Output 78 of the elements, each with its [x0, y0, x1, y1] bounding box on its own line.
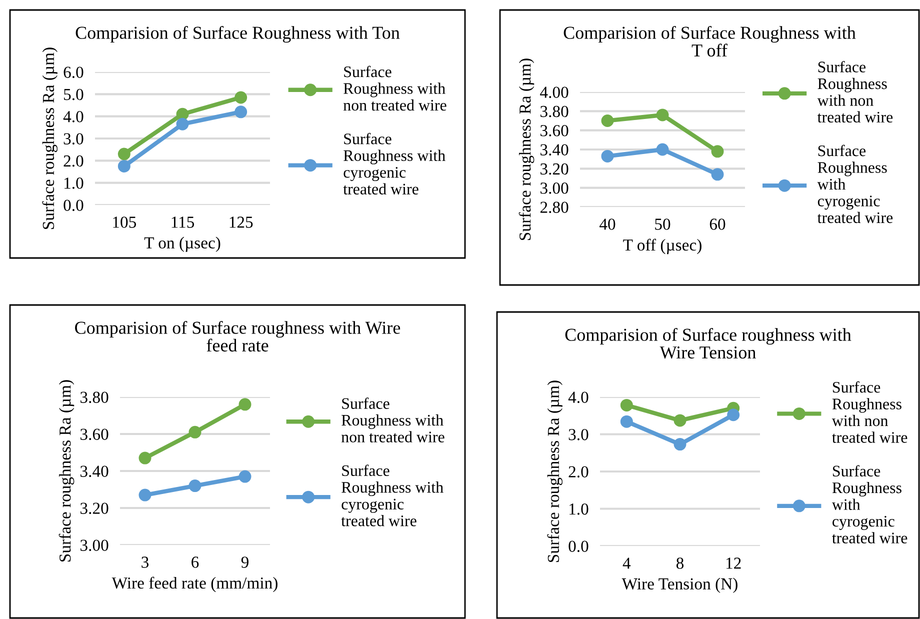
x-tick-label: 3: [142, 556, 149, 568]
y-tick-label: 3.60: [80, 428, 108, 440]
y-tick-label: 5.0: [64, 88, 84, 100]
chart-title: Comparision of Surface roughness with Wire Tension: [565, 328, 852, 359]
y-tick-label: 0.0: [64, 200, 84, 212]
x-tick-label: 9: [241, 556, 248, 568]
chart-title: Comparision of Surface Roughness with T off: [564, 26, 856, 57]
legend-label: Surface Roughness with non treated wire: [343, 66, 446, 111]
point: [234, 91, 248, 104]
y-tick-label: 1.0: [64, 178, 84, 189]
x-tick-label: 40: [599, 218, 616, 230]
y-tick-label: 2.0: [64, 155, 84, 167]
point: [138, 452, 152, 464]
x-axis-title: Wire Tension (N): [622, 578, 738, 593]
x-tick-label: 125: [230, 216, 253, 228]
point: [711, 168, 724, 181]
y-tick-label: 3.40: [80, 466, 108, 478]
point: [620, 398, 633, 412]
x-axis-title: T on (µsec): [144, 236, 220, 252]
x-tick-label: 6: [192, 556, 199, 568]
point: [176, 118, 189, 130]
y-tick-label: 4.00: [540, 86, 568, 98]
point: [601, 114, 614, 127]
point: [118, 160, 130, 172]
legend-label: Surface Roughness with cyrogenic treated wire: [341, 464, 444, 526]
point: [188, 426, 202, 438]
y-tick-label: 3.0: [568, 428, 588, 440]
y-axis-title: Surface roughness Ra (µm): [547, 380, 562, 562]
x-axis-title: Wire feed rate (mm/min): [112, 576, 278, 592]
point: [711, 145, 724, 158]
point: [234, 106, 248, 118]
y-tick-label: 3.60: [540, 125, 568, 136]
x-tick-label: 8: [676, 558, 684, 569]
x-tick-label: 12: [726, 558, 741, 569]
y-tick-label: 2.80: [540, 202, 568, 214]
y-tick-label: 0.0: [568, 540, 588, 552]
x-tick-label: 50: [655, 218, 670, 230]
point: [620, 415, 633, 428]
y-tick-label: 3.0: [64, 133, 84, 145]
legend-label: Surface Roughness with non treated wire: [341, 398, 444, 442]
point: [118, 148, 130, 160]
y-axis-title: Surface roughness Ra (µm): [42, 48, 58, 229]
legend-label: Surface Roughness with cyrogenic treated wire: [817, 144, 893, 224]
point: [238, 398, 252, 411]
chart-title: Comparision of Surface roughness with Wire feed rate: [75, 321, 400, 352]
y-tick-label: 3.20: [540, 163, 568, 175]
y-tick-label: 4.0: [63, 111, 84, 122]
x-tick-label: 105: [113, 216, 136, 228]
point: [138, 488, 152, 502]
point: [238, 470, 252, 483]
point: [727, 408, 740, 422]
point: [674, 414, 686, 427]
y-axis-title: Surface roughness Ra (µm): [58, 380, 74, 562]
x-tick-label: 115: [172, 216, 194, 228]
y-tick-label: 3.80: [540, 106, 568, 118]
y-axis-title: Surface roughness Ra (µm): [518, 58, 534, 240]
x-tick-label: 60: [710, 218, 726, 230]
legend-label: Surface Roughness with non treated wire: [832, 381, 908, 443]
legend-label: Surface Roughness with non treated wire: [817, 60, 893, 123]
x-axis-title: T off (µsec): [623, 238, 702, 254]
y-tick-label: 3.20: [80, 502, 108, 514]
y-tick-label: 1.0: [570, 503, 588, 515]
x-tick-label: 4: [622, 558, 631, 569]
legend-label: Surface Roughness with cyrogenic treated wire: [343, 132, 446, 194]
legend-label: Surface Roughness with cyrogenic treated wire: [832, 465, 908, 544]
y-tick-label: 3.00: [80, 540, 108, 552]
point: [656, 143, 669, 156]
chart-title: Comparision of Surface Roughness with Ton: [76, 26, 400, 43]
y-tick-label: 3.40: [540, 144, 568, 156]
y-tick-label: 2.0: [568, 466, 588, 478]
point: [674, 438, 686, 451]
y-tick-label: 3.00: [540, 182, 568, 194]
y-tick-label: 6.0: [64, 66, 84, 78]
point: [656, 108, 669, 122]
point: [188, 480, 202, 492]
y-tick-label: 4.0: [568, 392, 588, 404]
y-tick-label: 3.80: [80, 392, 108, 404]
point: [601, 150, 614, 162]
